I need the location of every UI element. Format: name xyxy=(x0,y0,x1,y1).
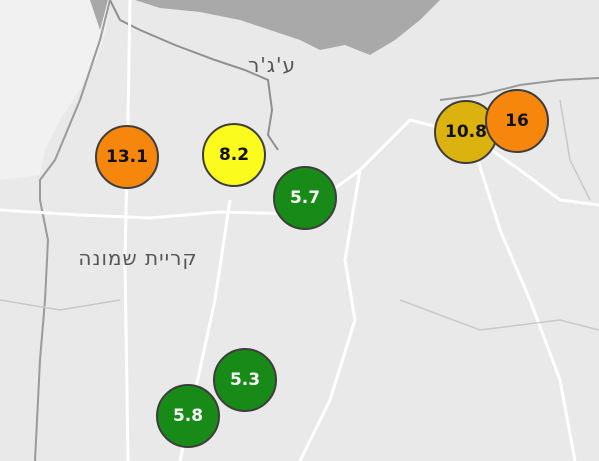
area xyxy=(0,0,110,180)
marker-label: 5.8 xyxy=(173,406,203,426)
marker-label: 5.3 xyxy=(230,370,260,390)
border xyxy=(34,0,111,461)
place-label: קריית שמונה xyxy=(78,246,197,270)
minor-roads xyxy=(0,99,599,331)
territory xyxy=(0,0,108,30)
marker xyxy=(202,123,266,187)
marker xyxy=(95,125,159,189)
marker-label: 13.1 xyxy=(106,147,148,167)
marker-label: 10.8 xyxy=(445,122,487,142)
territory xyxy=(135,0,440,55)
marker-label: 16 xyxy=(505,111,529,131)
marker xyxy=(156,384,220,448)
marker xyxy=(485,89,549,153)
marker-label: 5.7 xyxy=(290,188,320,208)
marker xyxy=(213,348,277,412)
border xyxy=(439,77,599,101)
place-label: ע'ג'ר xyxy=(248,53,296,77)
marker xyxy=(273,166,337,230)
marker-label: 8.2 xyxy=(219,145,249,165)
